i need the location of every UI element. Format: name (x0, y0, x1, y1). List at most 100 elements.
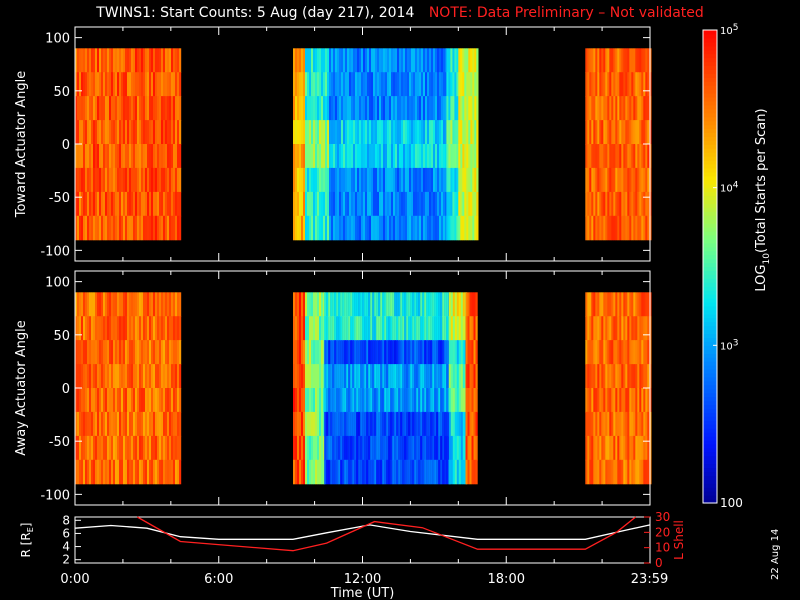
heatmap-cell-p2-b3 (410, 411, 413, 437)
heatmap-cell-p1-b2 (313, 96, 316, 121)
heatmap-cell-p1-b3 (409, 215, 412, 241)
heatmap-cell-p2-b3 (428, 364, 431, 389)
heatmap-cell-p2-b3 (440, 316, 443, 341)
heatmap-cell-p2-b3 (376, 435, 379, 461)
heatmap-cell-p1-b5 (464, 191, 467, 217)
heatmap-cell-p2-b0 (133, 340, 136, 365)
heatmap-cell-p1-b3 (373, 215, 376, 241)
heatmap-cell-p1-b0 (91, 144, 94, 169)
heatmap-cell-p1-b6 (613, 48, 616, 73)
colorbar-segment (703, 112, 717, 118)
heatmap-cell-p1-b1 (301, 72, 304, 97)
heatmap-cell-p2-b3 (374, 364, 377, 389)
heatmap-cell-p1-b0 (173, 96, 176, 121)
heatmap-cell-p1-b1 (297, 120, 300, 145)
heatmap-cell-p2-b4 (460, 388, 463, 413)
heatmap-cell-p2-b0 (121, 340, 124, 365)
heatmap-cell-p2-b3 (338, 411, 341, 437)
heatmap-cell-p1-b2 (313, 144, 316, 169)
heatmap-cell-p2-b0 (151, 340, 154, 365)
heatmap-cell-p1-b6 (625, 144, 628, 169)
heatmap-cell-p2-b4 (452, 388, 455, 413)
heatmap-cell-p1-b0 (75, 120, 78, 145)
heatmap-cell-p2-b0 (85, 411, 88, 437)
heatmap-cell-p1-b6 (623, 215, 626, 241)
heatmap-cell-p2-b0 (85, 340, 88, 365)
heatmap-cell-p1-b6 (613, 215, 616, 241)
heatmap-cell-p1-b3 (399, 96, 402, 121)
heatmap-cell-p1-b3 (375, 167, 378, 193)
heatmap-cell-p1-b0 (79, 120, 82, 145)
heatmap-cell-p1-b0 (87, 72, 90, 97)
heatmap-cell-p2-b1 (293, 411, 296, 437)
heatmap-cell-p1-b0 (99, 215, 102, 241)
heatmap-cell-p2-b3 (392, 316, 395, 341)
heatmap-cell-p1-b3 (439, 120, 442, 145)
heatmap-cell-p2-b0 (135, 364, 138, 389)
heatmap-cell-p1-b1 (297, 96, 300, 121)
heatmap-cell-p1-b3 (445, 120, 448, 145)
heatmap-cell-p2-b3 (400, 316, 403, 341)
heatmap-cell-p1-b0 (121, 72, 124, 97)
heatmap-cell-p2-b3 (434, 364, 437, 389)
heatmap-cell-p1-b3 (439, 48, 442, 73)
heatmap-cell-p2-b0 (121, 411, 124, 437)
heatmap-cell-p1-b3 (381, 72, 384, 97)
heatmap-cell-p2-b0 (145, 388, 148, 413)
heatmap-cell-p1-b3 (337, 215, 340, 241)
heatmap-cell-p1-b2 (309, 96, 312, 121)
heatmap-cell-p2-b0 (149, 292, 152, 317)
heatmap-cell-p2-b3 (372, 316, 375, 341)
heatmap-cell-p1-b1 (303, 191, 306, 217)
heatmap-cell-p1-b6 (613, 167, 616, 193)
heatmap-cell-p1-b0 (83, 72, 86, 97)
heatmap-cell-p1-b3 (443, 48, 446, 73)
heatmap-cell-p1-b3 (387, 215, 390, 241)
heatmap-cell-p1-b2 (307, 48, 310, 73)
heatmap-cell-p1-b3 (391, 48, 394, 73)
heatmap-cell-p2-b3 (386, 388, 389, 413)
heatmap-cell-p1-b0 (107, 167, 110, 193)
heatmap-cell-p2-b6 (625, 364, 628, 389)
heatmap-cell-p2-b6 (647, 364, 650, 389)
heatmap-cell-p2-b0 (141, 388, 144, 413)
heatmap-cell-p2-b3 (444, 292, 447, 317)
heatmap-cell-p2-b0 (143, 292, 146, 317)
heatmap-cell-p1-b3 (385, 167, 388, 193)
heatmap-cell-p2-b0 (91, 459, 94, 485)
heatmap-cell-p1-b2 (321, 48, 324, 73)
heatmap-cell-p1-b0 (89, 167, 92, 193)
heatmap-cell-p2-b6 (609, 340, 612, 365)
heatmap-cell-p2-b3 (428, 292, 431, 317)
heatmap-cell-p1-b3 (341, 120, 344, 145)
heatmap-cell-p1-b3 (333, 96, 336, 121)
heatmap-cell-p2-b2 (309, 364, 312, 389)
heatmap-cell-p1-b3 (351, 72, 354, 97)
heatmap-cell-p2-b3 (400, 292, 403, 317)
heatmap-cell-p1-b3 (397, 144, 400, 169)
heatmap-cell-p2-b0 (145, 340, 148, 365)
heatmap-cell-p1-b0 (135, 144, 138, 169)
colorbar-segment (703, 313, 717, 319)
heatmap-cell-p2-b3 (446, 435, 449, 461)
heatmap-cell-p2-b0 (153, 364, 156, 389)
heatmap-cell-p2-b0 (103, 459, 106, 485)
heatmap-cell-p1-b3 (429, 144, 432, 169)
heatmap-cell-p2-b4 (462, 292, 465, 317)
heatmap-cell-p2-b2 (305, 435, 308, 461)
heatmap-cell-p2-b4 (456, 364, 459, 389)
heatmap-cell-p1-b3 (345, 144, 348, 169)
heatmap-cell-p2-b2 (311, 340, 314, 365)
heatmap-cell-p2-b0 (81, 388, 84, 413)
heatmap-cell-p2-b3 (392, 459, 395, 485)
heatmap-cell-p1-b0 (171, 191, 174, 217)
heatmap-cell-p2-b3 (344, 459, 347, 485)
heatmap-cell-p2-b0 (175, 340, 178, 365)
heatmap-cell-p2-b6 (593, 316, 596, 341)
heatmap-cell-p2-b0 (101, 316, 104, 341)
heatmap-cell-p1-b3 (419, 120, 422, 145)
heatmap-cell-p1-b5 (462, 191, 465, 217)
heatmap-cell-p2-b0 (111, 411, 114, 437)
heatmap-cell-p2-b6 (593, 411, 596, 437)
heatmap-cell-p2-b2 (323, 388, 326, 413)
